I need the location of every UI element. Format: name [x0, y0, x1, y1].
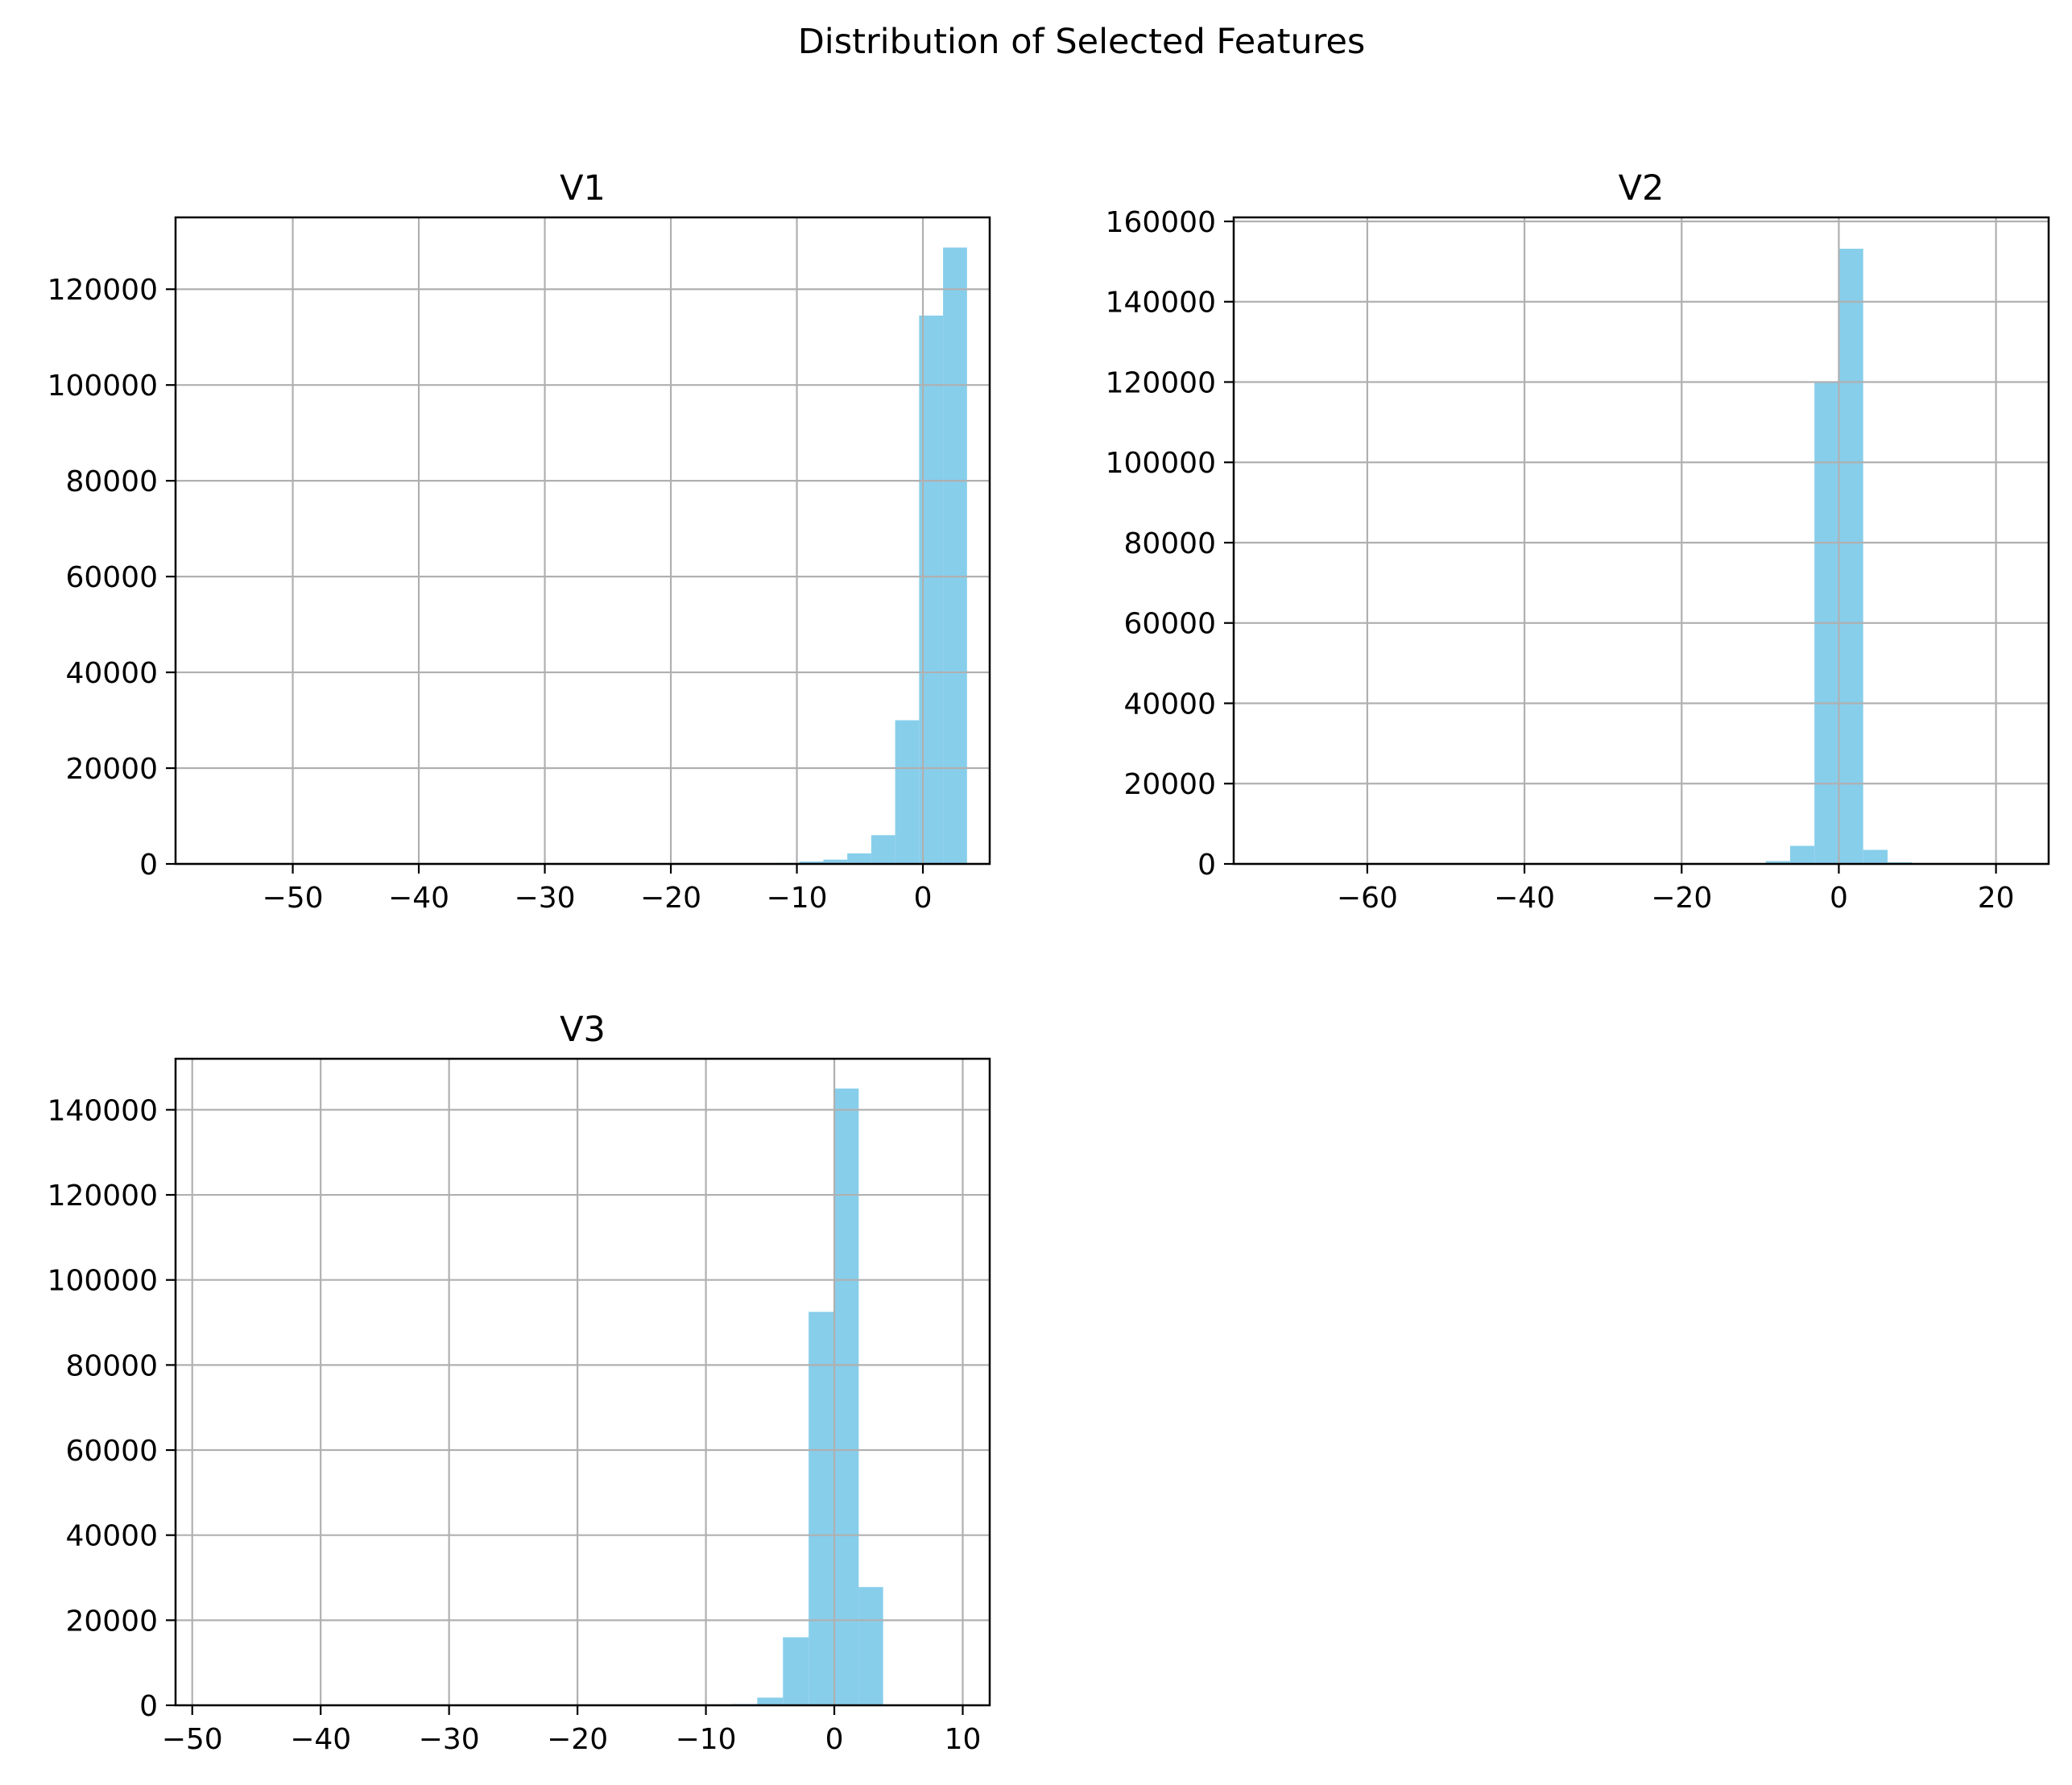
x-tick-label: 0	[914, 882, 933, 915]
histogram-bar	[858, 1587, 883, 1705]
x-tick-label: −10	[767, 882, 828, 915]
histogram-bar	[1789, 845, 1815, 864]
y-tick-label: 100000	[48, 370, 158, 403]
y-tick-label: 160000	[1106, 206, 1216, 239]
y-tick-label: 20000	[65, 1605, 158, 1638]
x-tick-label: −20	[547, 1723, 608, 1756]
histogram-bar	[799, 862, 824, 864]
x-tick-label: 10	[945, 1723, 982, 1756]
y-tick-label: 0	[139, 1690, 158, 1723]
x-tick-label: −60	[1337, 882, 1398, 915]
histogram-bar	[847, 853, 871, 864]
y-tick-label: 0	[139, 849, 158, 882]
x-tick-label: −40	[1494, 882, 1555, 915]
histogram-panel-v2: −60 −40 −20 0 20 0 20000 40000 60000 80000 100000 1…	[1106, 168, 2050, 915]
histogram-bar	[1765, 861, 1790, 864]
y-tick-label: 40000	[1123, 688, 1216, 721]
y-tick-label: 120000	[48, 274, 158, 307]
axes-frame	[174, 216, 991, 866]
axes-frame	[174, 1057, 991, 1707]
y-tick-label: 20000	[1123, 768, 1216, 801]
x-tick-label: −50	[263, 882, 324, 915]
y-tick-label: 60000	[65, 1435, 158, 1468]
y-tick-label: 100000	[48, 1265, 158, 1298]
x-tick-label: −20	[1651, 882, 1712, 915]
panel-title-v1: V1	[560, 168, 606, 209]
x-tick-label: −40	[388, 882, 449, 915]
y-tick-label: 40000	[65, 657, 158, 690]
y-tick-label: 0	[1197, 849, 1216, 882]
histogram-bar	[823, 859, 848, 864]
x-tick-label: 20	[1978, 882, 2015, 915]
y-tick-label: 140000	[1106, 287, 1216, 320]
histogram-bar	[943, 247, 967, 865]
y-tick-label: 120000	[48, 1180, 158, 1213]
x-tick-label: −50	[162, 1723, 223, 1756]
y-tick-label: 80000	[65, 1349, 158, 1382]
y-tick-label: 80000	[65, 465, 158, 498]
histogram-bar	[1863, 849, 1888, 864]
figure-title: Distribution of Selected Features	[798, 22, 1366, 62]
x-tick-label: 0	[825, 1723, 844, 1756]
x-tick-label: −30	[515, 882, 576, 915]
x-tick-label: −20	[640, 882, 701, 915]
y-tick-label: 140000	[48, 1094, 158, 1127]
histogram-bar	[895, 720, 920, 864]
histogram-bar	[871, 835, 895, 864]
histogram-bar	[757, 1697, 784, 1705]
histogram-panel-v1: −50 −40 −30 −20 −10 0 0 20000 40000 60000 80000 100…	[48, 168, 991, 915]
histogram-panel-v3: −50 −40 −30 −20 −10 0 10 0 20000 40000 60000 80000 1…	[48, 1010, 991, 1756]
y-tick-label: 60000	[65, 561, 158, 594]
panel-title-v3: V3	[560, 1010, 606, 1050]
x-tick-label: 0	[1830, 882, 1848, 915]
panel-title-v2: V2	[1619, 168, 1665, 209]
y-tick-label: 100000	[1106, 447, 1216, 480]
x-tick-label: −10	[676, 1723, 737, 1756]
histogram-bar	[783, 1637, 809, 1705]
y-tick-label: 80000	[1123, 527, 1216, 560]
y-tick-label: 60000	[1123, 608, 1216, 641]
y-tick-label: 40000	[65, 1520, 158, 1553]
axes-frame	[1232, 216, 2050, 866]
y-tick-label: 120000	[1106, 366, 1216, 399]
histogram-bar	[834, 1088, 859, 1705]
x-tick-label: −40	[290, 1723, 351, 1756]
histogram-bar	[809, 1312, 835, 1705]
y-tick-label: 20000	[65, 753, 158, 786]
histogram-bar	[1838, 248, 1863, 864]
x-tick-label: −30	[419, 1723, 480, 1756]
